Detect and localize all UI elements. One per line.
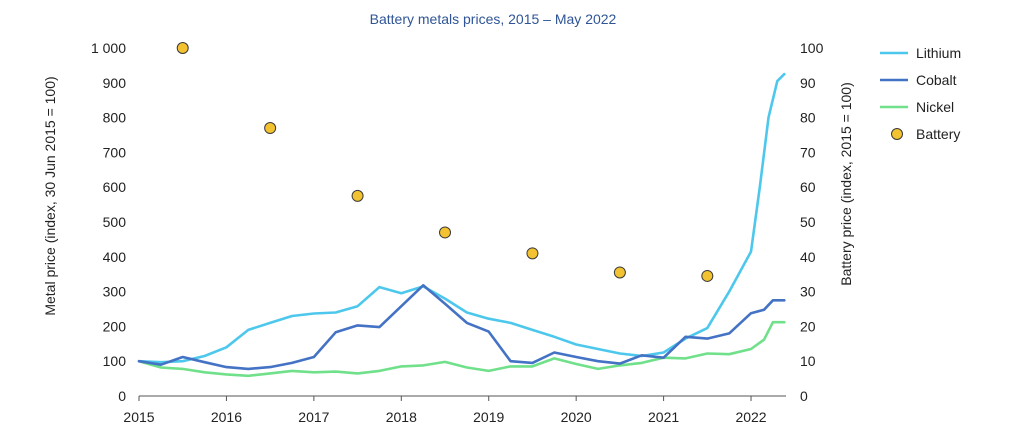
- y-right-tick-label: 50: [800, 214, 816, 230]
- battery-point: [439, 226, 452, 239]
- series-lines: [137, 72, 786, 378]
- legend: Lithium Cobalt Nickel Battery: [880, 45, 961, 142]
- y-left-tick-label: 1 000: [91, 40, 126, 56]
- y-left-tick-label: 500: [103, 214, 127, 230]
- x-tick-label: 2019: [473, 409, 504, 425]
- x-tick-label: 2020: [561, 409, 592, 425]
- legend-label: Cobalt: [916, 72, 957, 88]
- y-left-tick-label: 300: [103, 284, 127, 300]
- x-axis-ticks: 2015 2016 2017 2018 2019 2020 2021 2022: [123, 396, 767, 425]
- lithium-line: [137, 72, 786, 364]
- battery-point: [613, 266, 626, 279]
- y-right-tick-label: 20: [800, 318, 816, 334]
- x-tick-label: 2015: [123, 409, 154, 425]
- y-right-tick-label: 60: [800, 179, 816, 195]
- y-right-tick-label: 0: [800, 388, 808, 404]
- y-left-tick-label: 100: [103, 353, 127, 369]
- chart-title: Battery metals prices, 2015 – May 2022: [370, 11, 617, 27]
- legend-label: Nickel: [916, 99, 954, 115]
- y-left-tick-label: 400: [103, 249, 127, 265]
- y-axis-left-title: Metal price (index, 30 Jun 2015 = 100): [42, 76, 58, 315]
- legend-battery-marker: [891, 128, 903, 140]
- nickel-line: [137, 320, 786, 378]
- y-left-tick-label: 200: [103, 318, 127, 334]
- legend-label: Lithium: [916, 45, 961, 61]
- battery-point: [351, 189, 364, 202]
- y-left-tick-label: 900: [103, 75, 127, 91]
- battery-point: [264, 122, 277, 135]
- y-right-tick-label: 80: [800, 110, 816, 126]
- y-axis-right-ticks: 0 10 20 30 40 50 60 70 80 90 100: [800, 40, 824, 404]
- y-right-tick-label: 100: [800, 40, 824, 56]
- y-right-tick-label: 90: [800, 75, 816, 91]
- battery-points: [176, 42, 714, 282]
- y-right-tick-label: 30: [800, 284, 816, 300]
- y-axis-right-title: Battery price (index, 2015 = 100): [838, 82, 854, 286]
- x-tick-label: 2016: [211, 409, 242, 425]
- x-tick-label: 2018: [386, 409, 417, 425]
- battery-point: [526, 247, 539, 260]
- y-left-tick-label: 600: [103, 179, 127, 195]
- x-tick-label: 2022: [735, 409, 766, 425]
- y-right-tick-label: 10: [800, 353, 816, 369]
- x-tick-label: 2021: [648, 409, 679, 425]
- y-right-tick-label: 40: [800, 249, 816, 265]
- legend-label: Battery: [916, 126, 960, 142]
- y-left-tick-label: 700: [103, 144, 127, 160]
- y-axis-left-ticks: 0 100 200 300 400 500 600 700 800 900 1 000: [91, 40, 126, 404]
- battery-point: [176, 42, 189, 54]
- y-right-tick-label: 70: [800, 144, 816, 160]
- x-tick-label: 2017: [298, 409, 329, 425]
- y-left-tick-label: 0: [118, 388, 126, 404]
- cobalt-line: [137, 283, 786, 371]
- battery-point: [701, 269, 714, 282]
- y-left-tick-label: 800: [103, 110, 127, 126]
